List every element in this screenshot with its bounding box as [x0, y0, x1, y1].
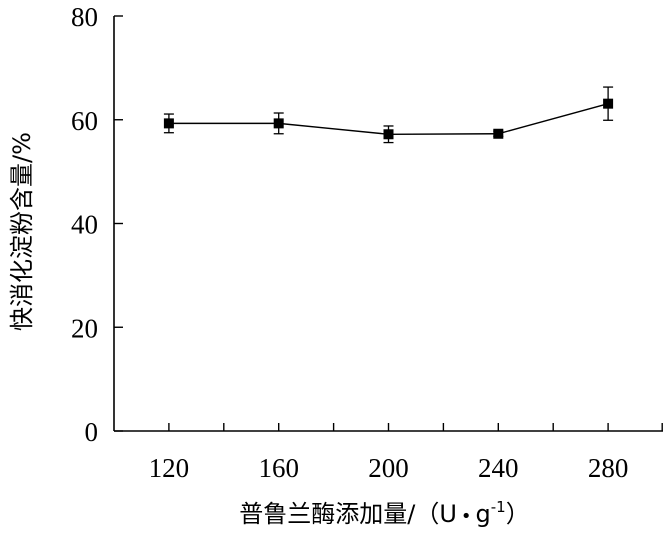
data-point — [383, 129, 394, 140]
x-axis-title-close: ） — [506, 500, 530, 528]
y-axis-title: 快消化淀粉含量/% — [8, 132, 36, 331]
data-point — [603, 98, 614, 109]
data-point — [273, 118, 284, 129]
y-tick-label: 0 — [85, 417, 99, 447]
x-axis-title-separator: • — [461, 506, 472, 527]
x-tick-label: 120 — [149, 453, 190, 483]
x-tick-label: 160 — [258, 453, 299, 483]
x-tick-label: 200 — [368, 453, 409, 483]
x-axis-title-superscript: -1 — [491, 498, 506, 516]
y-tick-label: 80 — [71, 2, 98, 32]
y-tick-label: 60 — [71, 106, 98, 136]
x-tick-label: 240 — [478, 453, 519, 483]
y-tick-label: 40 — [71, 210, 98, 240]
series — [163, 86, 614, 144]
x-axis-title: 普鲁兰酶添加量/（U • g-1） — [239, 498, 529, 528]
data-point — [163, 118, 174, 129]
data-point — [493, 128, 504, 139]
x-axis-title-unit: g — [476, 500, 491, 528]
axes — [113, 16, 663, 432]
y-tick-label: 20 — [71, 313, 98, 343]
x-ticks: 120 160 200 240 280 — [149, 423, 663, 483]
x-tick-label: 280 — [588, 453, 629, 483]
x-axis-title-main: 普鲁兰酶添加量/（U — [239, 500, 457, 528]
y-ticks: 0 20 40 60 80 — [71, 2, 123, 447]
